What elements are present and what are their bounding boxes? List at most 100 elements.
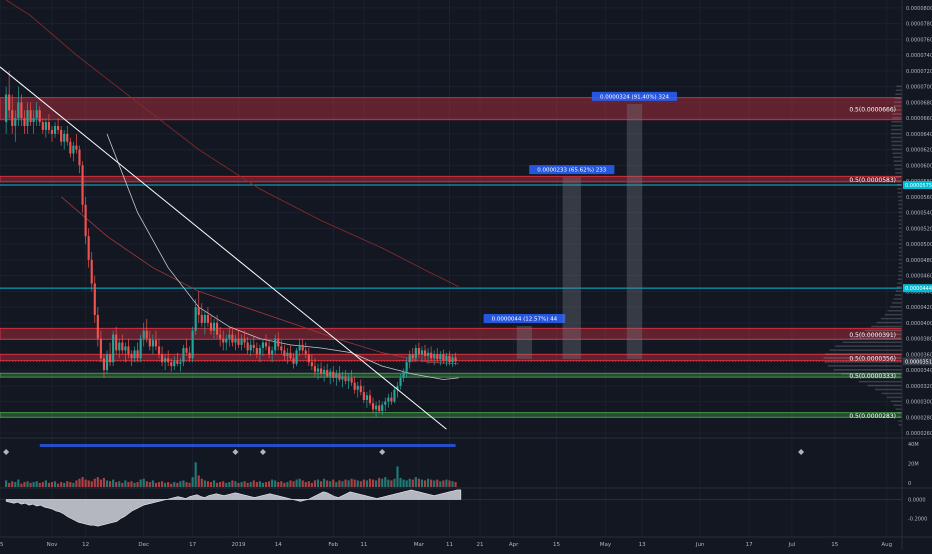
candle-body — [396, 385, 399, 390]
volume-profile-bar — [898, 207, 902, 210]
volume-bar — [286, 482, 289, 487]
event-marker — [798, 449, 805, 455]
volume-profile-bar — [823, 357, 902, 359]
price-tick-label: 0.0000280 — [906, 415, 932, 421]
candle-body — [448, 355, 451, 363]
time-tick-label: 21 — [477, 542, 484, 548]
candle-body — [295, 350, 298, 364]
volume-profile-bar — [898, 266, 902, 269]
signal-strip — [39, 444, 456, 447]
volume-bar — [277, 482, 280, 487]
moving-average-line — [5, 0, 459, 287]
volume-bar — [283, 482, 286, 487]
volume-bar — [378, 477, 381, 487]
volume-profile-bar — [898, 203, 902, 206]
candle-body — [121, 342, 124, 351]
volume-bar — [151, 480, 154, 487]
price-tick-label: 0.0000300 — [906, 400, 932, 406]
candle-body — [109, 354, 112, 363]
volume-bar — [375, 480, 378, 487]
candle-body — [240, 338, 243, 345]
volume-bar — [353, 479, 356, 487]
candle-body — [307, 354, 310, 363]
candle-body — [304, 350, 307, 355]
candle-body — [20, 102, 23, 119]
volume-bar — [295, 479, 298, 487]
volume-bar — [203, 480, 206, 487]
volume-bar — [11, 481, 14, 487]
candle-body — [170, 362, 173, 367]
volume-bar — [75, 480, 78, 487]
volume-bar — [145, 481, 148, 487]
candle-body — [11, 110, 14, 126]
price-tick-label: 0.0000560 — [906, 195, 932, 201]
volume-bar — [252, 480, 255, 487]
candle-body — [78, 149, 81, 166]
candle-body — [451, 357, 454, 363]
candle-body — [332, 371, 335, 378]
volume-bar — [206, 481, 209, 487]
volume-profile-bar — [891, 124, 902, 127]
candle-body — [105, 354, 109, 371]
time-tick-label: 17 — [189, 542, 196, 548]
measure-boxes: 0.0000044 (12.57%) 44 0.0000233 (65.62%) … — [483, 91, 678, 360]
volume-profile-bar — [894, 97, 902, 99]
candle-body — [69, 141, 72, 154]
candle-body — [93, 283, 96, 315]
measure-box — [516, 325, 533, 360]
volume-bar — [26, 481, 29, 487]
volume-bar — [38, 482, 41, 487]
candle-body — [359, 385, 362, 393]
candle-body — [38, 110, 41, 123]
volume-profile-bar — [891, 140, 902, 143]
event-marker — [3, 449, 10, 455]
volume-profile-bar — [898, 424, 902, 426]
volume-bar — [72, 482, 75, 487]
candle-body — [268, 346, 271, 355]
volume-bar — [310, 482, 313, 487]
moving-average-line — [60, 196, 459, 365]
candle-body — [310, 362, 313, 367]
candle-body — [313, 366, 317, 372]
volume-profile-bar — [898, 215, 902, 218]
candle-body — [375, 405, 378, 410]
volume-profile-bar — [897, 195, 902, 198]
volume-profile-bar — [824, 361, 902, 363]
volume-profile-bar — [898, 247, 902, 249]
candle-body — [32, 118, 35, 123]
volume-profile-bar — [891, 144, 902, 147]
volume-bar — [368, 478, 372, 487]
volume-bar — [411, 479, 414, 487]
candle-body — [231, 334, 234, 343]
candle-body — [35, 110, 38, 119]
price-tick-label: 0.0000720 — [906, 69, 932, 75]
price-zone-label: 0.5(0.0000583) — [849, 177, 896, 184]
price-tick-label: 0.0000760 — [906, 37, 932, 43]
candle-body — [142, 330, 145, 339]
volume-profile-bar — [850, 337, 902, 340]
price-tick-label: 0.0000680 — [906, 100, 932, 106]
volume-bar — [356, 480, 359, 487]
candle-body — [185, 348, 188, 353]
volume-bar — [237, 482, 240, 487]
current-price-bg — [903, 357, 932, 366]
volume-bar — [23, 482, 26, 487]
volume-bar — [8, 482, 11, 487]
volume-bar — [240, 482, 243, 487]
price-zone — [0, 412, 903, 418]
volume-bar — [301, 480, 304, 487]
candle-body — [298, 344, 301, 351]
candle-body — [350, 377, 353, 383]
volume-profile-bar — [898, 227, 902, 229]
measure-label: 0.0000324 (91.40%) 324 — [600, 94, 670, 100]
price-zone-label: 0.5(0.0000666) — [849, 107, 896, 114]
volume-bar — [228, 482, 231, 487]
volume-profile-bar — [893, 404, 902, 407]
volume-bar — [170, 483, 173, 487]
candle-body — [96, 314, 99, 339]
volume-bar — [396, 466, 399, 487]
volume-bar — [164, 482, 167, 487]
